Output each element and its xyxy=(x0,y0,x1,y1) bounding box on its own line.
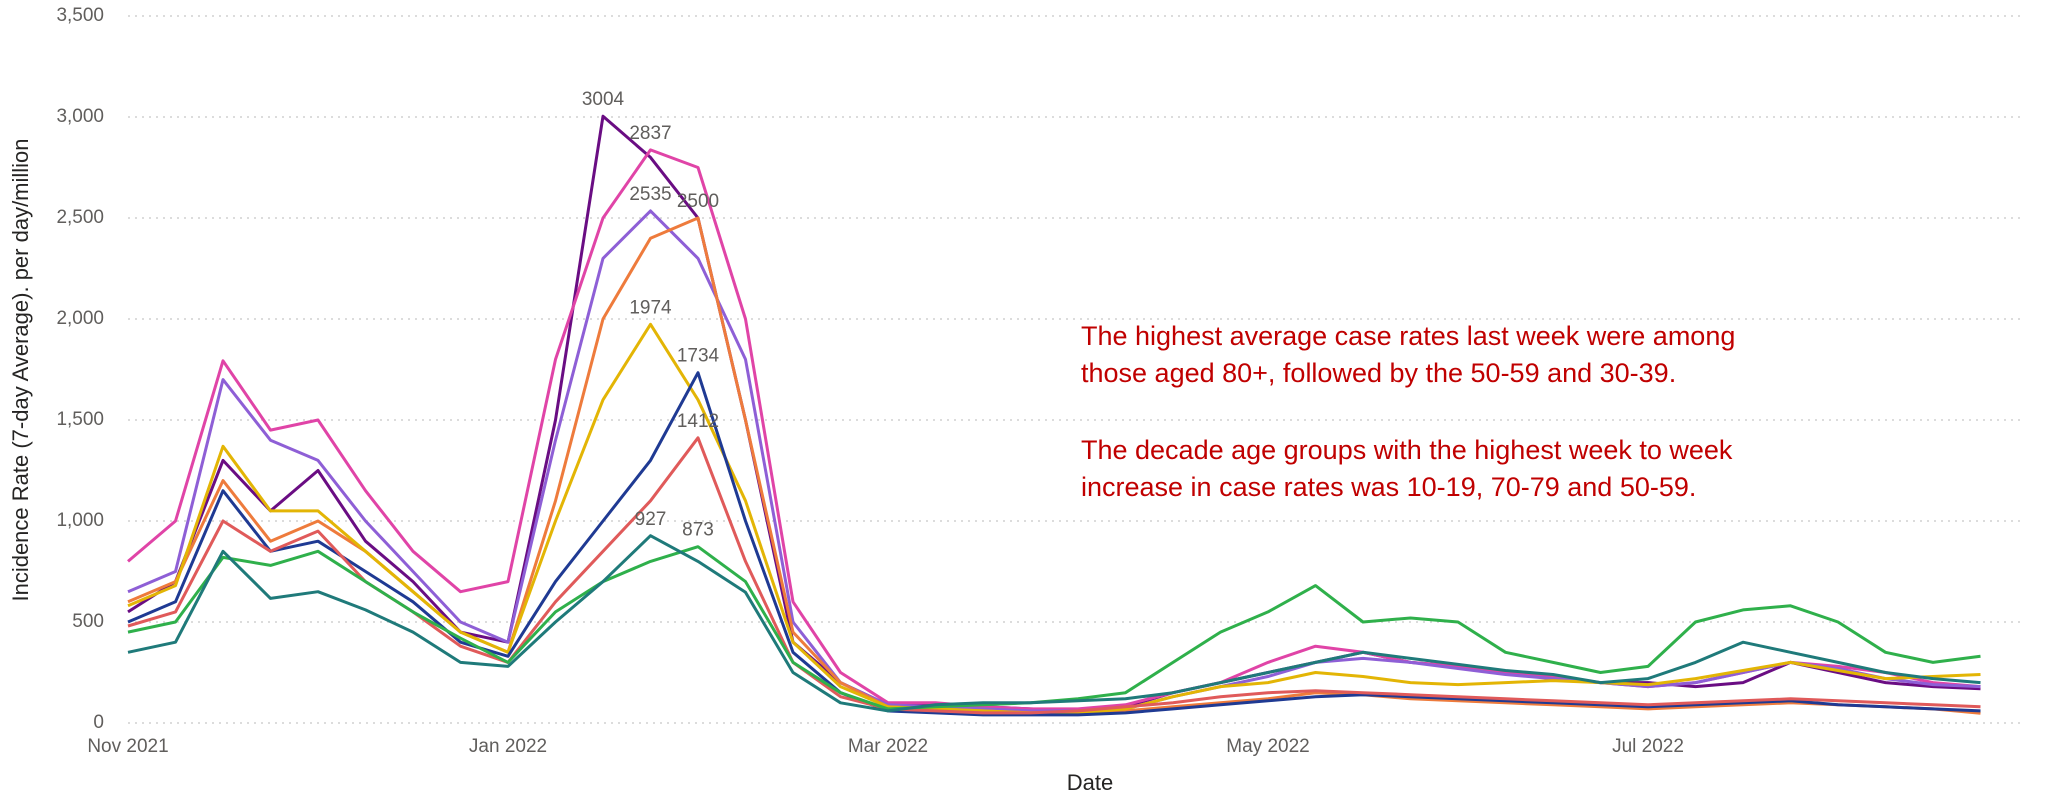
series-line xyxy=(127,148,1981,711)
x-tick-label: Jul 2022 xyxy=(1612,736,1684,757)
data-label: 1412 xyxy=(677,411,719,432)
data-label: 927 xyxy=(635,509,667,530)
series-line xyxy=(127,216,1981,715)
series-line xyxy=(127,436,1981,715)
y-axis-title: Incidence Rate (7-day Average). per day/… xyxy=(8,138,33,601)
y-tick-label: 2,000 xyxy=(56,308,104,329)
annotation: those aged 80+, followed by the 50-59 an… xyxy=(1081,358,1676,388)
x-tick-label: Nov 2021 xyxy=(87,736,168,757)
series-line xyxy=(127,534,1981,713)
annotation: The decade age groups with the highest w… xyxy=(1081,435,1733,465)
data-label: 1734 xyxy=(677,346,720,367)
x-tick-label: Mar 2022 xyxy=(848,736,928,757)
data-label: 2535 xyxy=(629,184,671,205)
data-label: 3004 xyxy=(582,89,625,110)
y-tick-label: 0 xyxy=(93,712,104,733)
data-label: 1974 xyxy=(629,297,672,318)
x-tick-label: Jan 2022 xyxy=(469,736,547,757)
y-tick-label: 3,000 xyxy=(56,106,104,127)
series-line xyxy=(127,371,1981,717)
y-tick-label: 3,500 xyxy=(56,5,104,26)
annotation: The highest average case rates last week… xyxy=(1081,321,1735,351)
x-axis-title: Date xyxy=(1067,770,1113,795)
series-line xyxy=(127,322,1981,715)
data-label: 2837 xyxy=(629,123,671,144)
y-tick-label: 500 xyxy=(72,611,104,632)
data-label: 2500 xyxy=(677,191,719,212)
x-tick-label: May 2022 xyxy=(1226,736,1309,757)
annotation: increase in case rates was 10-19, 70-79 … xyxy=(1081,472,1696,502)
data-label: 873 xyxy=(682,520,714,541)
y-tick-label: 2,500 xyxy=(56,207,104,228)
y-tick-label: 1,500 xyxy=(56,409,104,430)
y-tick-label: 1,000 xyxy=(56,510,104,531)
